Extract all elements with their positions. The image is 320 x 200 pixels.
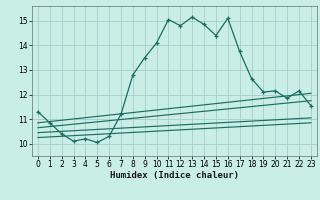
X-axis label: Humidex (Indice chaleur): Humidex (Indice chaleur) (110, 171, 239, 180)
